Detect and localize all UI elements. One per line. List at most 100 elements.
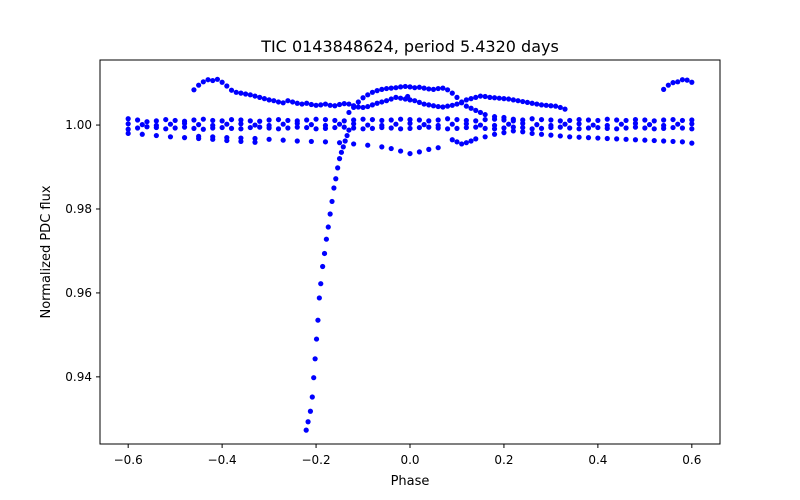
data-point: [294, 138, 300, 144]
data-point: [421, 85, 427, 91]
data-point: [614, 136, 620, 142]
data-point: [482, 125, 488, 132]
data-point: [238, 121, 244, 127]
data-point: [646, 122, 653, 128]
data-point: [247, 118, 253, 124]
data-point: [538, 116, 545, 123]
data-point: [529, 130, 535, 137]
data-point: [440, 104, 446, 110]
data-point: [665, 82, 671, 88]
data-point: [200, 126, 206, 132]
data-point: [139, 122, 145, 128]
data-point: [398, 116, 404, 122]
data-point: [313, 116, 319, 122]
data-point: [379, 144, 385, 150]
data-point: [252, 122, 258, 128]
data-point: [332, 103, 338, 109]
data-point: [224, 135, 230, 141]
data-point: [338, 149, 345, 155]
data-point: [585, 125, 592, 131]
data-point: [675, 79, 681, 85]
data-point: [388, 96, 394, 102]
data-point: [529, 126, 535, 132]
data-point: [623, 125, 629, 131]
data-point: [167, 121, 174, 127]
data-point: [675, 121, 681, 127]
data-point: [191, 87, 197, 93]
y-tick-label: 0.94: [65, 370, 92, 384]
data-point: [506, 121, 512, 127]
data-point: [342, 138, 348, 144]
data-point: [360, 116, 366, 122]
data-point: [346, 127, 352, 133]
data-point: [642, 137, 648, 143]
data-point: [553, 103, 559, 109]
data-point: [247, 124, 253, 131]
data-point: [454, 139, 460, 145]
data-point: [388, 85, 394, 91]
data-point: [307, 408, 314, 414]
data-point: [482, 134, 488, 140]
data-point: [529, 100, 535, 106]
data-point: [444, 87, 451, 93]
data-point: [214, 76, 221, 82]
data-point: [661, 117, 667, 123]
data-point: [309, 394, 315, 400]
data-point: [491, 95, 498, 101]
data-point: [341, 124, 347, 130]
data-point: [407, 116, 413, 123]
data-point: [280, 100, 286, 106]
data-point: [280, 121, 286, 127]
data-point: [313, 336, 320, 342]
data-point: [304, 117, 310, 123]
data-point: [365, 103, 371, 110]
data-point: [642, 125, 648, 131]
data-point: [567, 134, 573, 140]
data-point: [520, 98, 526, 105]
data-point: [388, 117, 394, 123]
data-point: [454, 125, 460, 132]
x-axis-ticks: −0.6 −0.4 −0.2 0.0 0.2 0.4 0.6: [114, 444, 701, 467]
data-point: [257, 118, 263, 124]
data-point: [383, 98, 390, 104]
data-point: [449, 137, 455, 143]
data-point: [463, 121, 469, 127]
data-point: [294, 124, 300, 130]
data-point: [167, 134, 174, 140]
data-point: [205, 77, 211, 83]
data-point: [379, 122, 385, 129]
data-point: [407, 120, 413, 126]
y-axis-label: Normalized PDC flux: [39, 185, 54, 318]
data-point: [322, 101, 329, 107]
data-point: [430, 86, 437, 92]
data-point: [336, 121, 343, 127]
data-point: [538, 102, 545, 108]
data-point: [468, 138, 474, 144]
data-point: [266, 136, 272, 142]
data-point: [271, 98, 277, 104]
data-point: [416, 99, 422, 105]
data-point: [454, 101, 460, 107]
data-point: [689, 79, 695, 85]
data-point: [510, 128, 516, 134]
data-point: [679, 77, 686, 83]
data-point: [468, 105, 474, 111]
data-point: [430, 103, 437, 109]
data-point: [477, 93, 484, 99]
data-point: [299, 101, 305, 107]
data-point: [661, 122, 667, 129]
data-point: [294, 120, 300, 126]
data-point: [191, 117, 197, 123]
data-point: [491, 131, 498, 137]
data-point: [200, 116, 206, 122]
data-point: [576, 116, 582, 123]
data-point: [510, 124, 516, 130]
data-point: [501, 130, 507, 136]
data-point: [351, 117, 357, 123]
data-point: [341, 118, 347, 124]
data-point: [651, 126, 657, 132]
data-point: [355, 104, 361, 110]
data-point: [346, 109, 352, 116]
data-point: [567, 125, 573, 131]
